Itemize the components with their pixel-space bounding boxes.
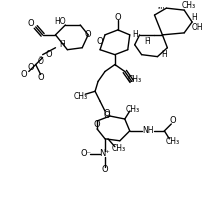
Text: O: O [115, 13, 121, 22]
Text: Ḧ: Ḧ [60, 40, 65, 49]
Text: H: H [132, 30, 138, 39]
Text: CH₃: CH₃ [126, 105, 140, 114]
Text: H: H [191, 13, 197, 22]
Text: Ö: Ö [38, 57, 44, 66]
Text: O: O [104, 109, 110, 118]
Text: O: O [94, 120, 100, 129]
Text: O: O [27, 63, 34, 72]
Text: O: O [170, 116, 177, 126]
Text: O: O [104, 111, 110, 119]
Text: O: O [27, 19, 34, 29]
Text: CH₃: CH₃ [73, 92, 87, 101]
Text: CH₃: CH₃ [182, 1, 196, 10]
Text: O⁻: O⁻ [81, 149, 92, 158]
Text: N⁺: N⁺ [99, 149, 110, 158]
Text: Ḧ: Ḧ [145, 37, 150, 46]
Text: CH₃: CH₃ [165, 137, 179, 146]
Text: HO: HO [55, 17, 66, 27]
Text: O: O [102, 165, 108, 174]
Text: O: O [85, 30, 92, 39]
Text: NH: NH [142, 126, 153, 135]
Text: O: O [37, 73, 44, 82]
Text: O: O [45, 50, 52, 59]
Text: '''': '''' [158, 6, 165, 12]
Text: OH: OH [191, 23, 203, 32]
Text: CH₃: CH₃ [128, 75, 142, 84]
Text: H: H [162, 50, 167, 59]
Text: CH₃: CH₃ [112, 144, 126, 153]
Text: O: O [20, 70, 27, 79]
Text: O: O [97, 37, 103, 46]
